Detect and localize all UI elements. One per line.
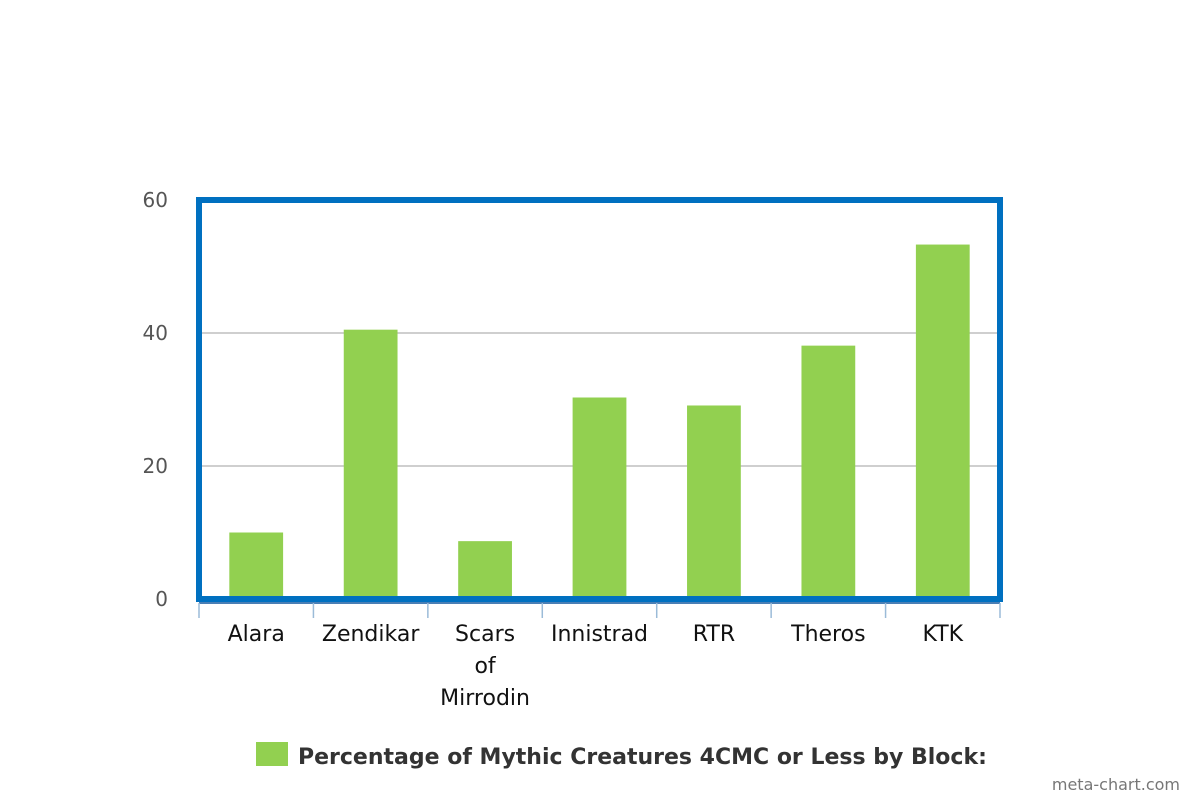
bars: [229, 244, 970, 599]
x-tick-label: RTR: [693, 622, 735, 647]
credit-text: meta-chart.com: [1052, 775, 1180, 794]
x-tick-label: Scars of Mirrodin: [440, 622, 530, 711]
bar: [458, 541, 512, 599]
bar: [229, 532, 284, 599]
x-tick-label: Zendikar: [322, 622, 420, 647]
legend: Percentage of Mythic Creatures 4CMC or L…: [256, 742, 987, 770]
x-tick-label: Alara: [228, 622, 285, 647]
bar: [915, 244, 970, 599]
legend-label: Percentage of Mythic Creatures 4CMC or L…: [298, 745, 987, 770]
x-category-labels: Alara Zendikar Scars of Mirrodin Innistrad RTR…: [228, 622, 964, 711]
x-tick-label: Theros: [790, 622, 865, 647]
legend-swatch: [256, 742, 288, 766]
y-tick-labels: 0 20 40 60: [143, 188, 168, 611]
bar: [687, 405, 741, 599]
y-tick-label: 40: [143, 321, 168, 345]
bar: [343, 329, 398, 599]
y-tick-label: 0: [155, 587, 168, 611]
bar: [572, 397, 627, 599]
y-tick-label: 20: [143, 454, 168, 478]
bar: [801, 345, 856, 599]
x-tick-label: Innistrad: [551, 622, 648, 647]
x-tick-label: KTK: [922, 622, 963, 647]
y-tick-label: 60: [143, 188, 168, 212]
plot-frame: [196, 197, 1003, 602]
x-axis: [198, 602, 1001, 618]
